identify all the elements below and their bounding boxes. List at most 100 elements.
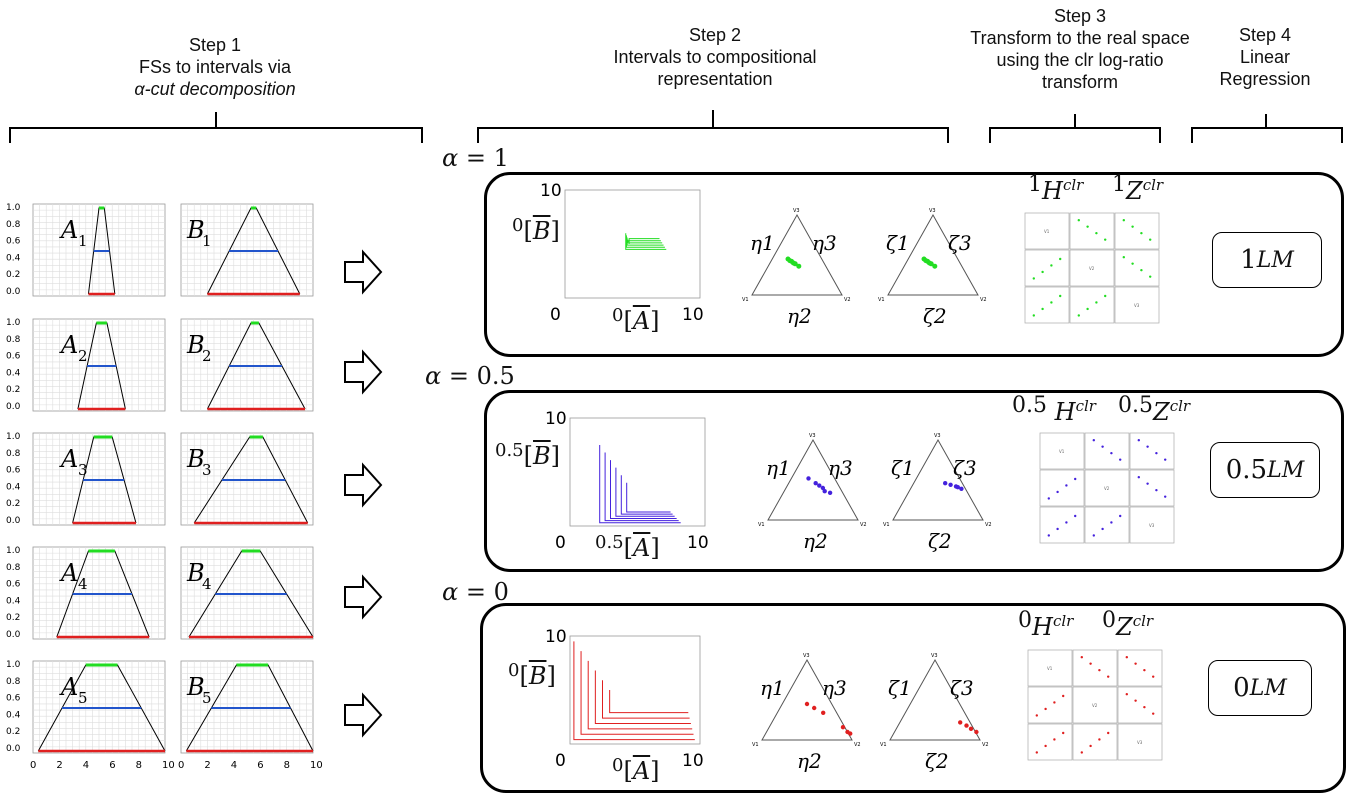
composition-point: [812, 705, 817, 711]
eta-ternary: V1 V2 V3 η1 η3 η2: [742, 208, 851, 328]
y-tick-label: 0.8: [6, 220, 21, 230]
fuzzy-set-name: B: [186, 331, 205, 359]
component-label: η3: [828, 456, 853, 480]
clr-point: [1122, 219, 1126, 222]
y-tick-label: 1.0: [6, 203, 21, 213]
matrix-cell: [1072, 649, 1118, 687]
vertex-label: V1: [758, 522, 765, 528]
matrix-cell: [1069, 286, 1115, 324]
interval-pair-mark: [602, 680, 690, 719]
y-tick-label: 0.6: [6, 466, 21, 476]
clr-point: [1131, 225, 1134, 228]
matrix-cell: [1114, 286, 1160, 324]
vertex-label: V1: [880, 742, 887, 748]
matrix-cell: [1027, 686, 1073, 724]
matrix-cell: [1039, 432, 1085, 470]
matrix-cell: [1072, 686, 1118, 724]
clr-point: [1074, 514, 1077, 518]
clr-point: [1101, 527, 1104, 531]
clr-point: [1098, 668, 1101, 672]
y-tick-label: 0.4: [6, 253, 21, 263]
interval-pair-mark: [625, 233, 667, 250]
interval-pair-mark: [627, 239, 663, 244]
clr-point: [1035, 751, 1039, 754]
fuzzy-set-name: A: [59, 445, 78, 473]
alpha-row-0: 10 0 10 V1 V2 V3 η1 η3 η2 V1 V2 V3 ζ1 ζ3 ζ2 V1 V2 V3: [540, 181, 1160, 328]
y-tick-label: 1.0: [6, 546, 21, 556]
matrix-diag-label: V2: [1092, 703, 1098, 708]
clr-point: [1092, 534, 1096, 537]
linear-model-box-1: 1 LM: [1212, 232, 1322, 288]
vertex-label: V2: [980, 297, 987, 303]
component-label: η2: [803, 529, 828, 553]
clr-point: [1101, 445, 1104, 448]
matrix-cell: [1027, 723, 1073, 761]
vertex-label: V2: [844, 297, 851, 303]
composition-point: [787, 258, 793, 264]
y-tick-label: 0.4: [6, 596, 21, 606]
clr-point: [1077, 314, 1081, 317]
component-label: ζ1: [886, 231, 910, 255]
alpha-row-1: 10 0 10 V1 V2 V3 η1 η3 η2 V1 V2 V3 ζ1 ζ3 ζ2 V1 V2 V3: [545, 409, 1175, 553]
clr-point: [1041, 307, 1044, 311]
matrix-cell: [1114, 249, 1160, 287]
clr-point: [1131, 262, 1134, 265]
matrix-cell: [1114, 212, 1160, 250]
y-tick-label: 0.8: [6, 449, 21, 459]
step1-header: Step 1 FSs to intervals via α-cut decomp…: [95, 34, 335, 100]
interval-pair-mark: [609, 690, 689, 714]
clr-point: [1056, 527, 1059, 531]
clr-point: [1107, 675, 1110, 678]
clr-point: [1125, 693, 1129, 696]
interval-pair-mark: [627, 240, 661, 242]
composition-point: [955, 485, 960, 490]
composition-point: [968, 726, 974, 731]
clr-point: [1134, 662, 1137, 665]
clr-point: [1137, 439, 1141, 442]
step4-header: Step 4 Linear Regression: [1210, 24, 1320, 90]
clr-point: [1053, 701, 1056, 704]
fuzzy-set-subscript: 2: [78, 347, 88, 365]
h-clr-label: 0.5 Hclr: [1012, 393, 1096, 426]
clr-point: [1032, 277, 1036, 280]
fuzzy-set-name: A: [59, 559, 78, 587]
vertex-label: V3: [934, 433, 941, 439]
clr-point: [1152, 712, 1155, 715]
y-tick-label: 0.6: [6, 694, 21, 704]
alpha-row-box-1: [484, 172, 1344, 357]
composition-point: [813, 481, 818, 486]
matrix-cell: [1072, 723, 1118, 761]
fuzzy-set-name: B: [186, 445, 205, 473]
component-label: η1: [750, 231, 775, 255]
interval-pair-mark: [599, 445, 681, 524]
clr-point: [1065, 521, 1068, 524]
y-tick-label: 1.0: [6, 432, 21, 442]
clr-point: [1062, 694, 1065, 698]
arrow-icon: [344, 349, 383, 395]
x-tick-label: 8: [284, 760, 290, 771]
clr-point: [1041, 270, 1044, 274]
bracket-step2: [477, 110, 949, 143]
matrix-cell: [1027, 649, 1073, 687]
step4-line2: Regression: [1219, 69, 1311, 89]
a-interval-label: 0[A]: [612, 755, 660, 785]
interval-plot-frame: [564, 189, 701, 299]
clr-point: [1137, 476, 1141, 479]
clr-point: [1077, 219, 1081, 222]
clr-point: [1065, 484, 1068, 487]
axis-min-label: 0: [550, 305, 561, 325]
fuzzy-set-subscript: 5: [78, 689, 88, 707]
component-label: η3: [822, 676, 847, 700]
eta-ternary: V1 V2 V3 η1 η3 η2: [752, 653, 861, 773]
fuzzy-set-name: B: [186, 559, 205, 587]
composition-point: [790, 260, 796, 266]
matrix-cell: [1039, 506, 1085, 544]
alpha-label-0: α = 0: [442, 578, 509, 606]
vertex-label: V2: [854, 742, 861, 748]
alpha-label-05: α = 0.5: [425, 362, 515, 390]
linear-model-box-0: 0 LM: [1208, 660, 1312, 716]
fuzzy-set-plot-B: B5: [180, 660, 314, 754]
step3-header: Step 3 Transform to the real space using…: [945, 5, 1215, 93]
composition-point: [820, 485, 826, 491]
